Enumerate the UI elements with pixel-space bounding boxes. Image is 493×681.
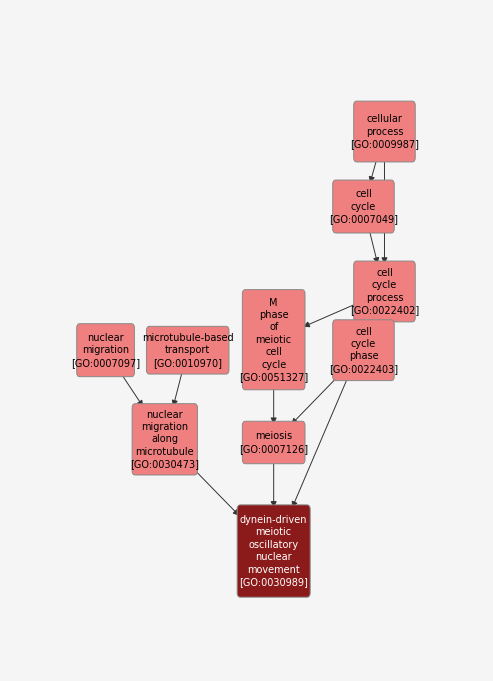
- FancyBboxPatch shape: [237, 505, 310, 597]
- Text: cell
cycle
[GO:0007049]: cell cycle [GO:0007049]: [329, 189, 398, 224]
- FancyBboxPatch shape: [146, 326, 229, 374]
- Text: cellular
process
[GO:0009987]: cellular process [GO:0009987]: [350, 114, 419, 149]
- FancyBboxPatch shape: [243, 422, 305, 464]
- Text: nuclear
migration
[GO:0007097]: nuclear migration [GO:0007097]: [71, 333, 140, 368]
- Text: nuclear
migration
along
microtubule
[GO:0030473]: nuclear migration along microtubule [GO:…: [130, 409, 199, 469]
- FancyBboxPatch shape: [353, 261, 415, 322]
- Text: cell
cycle
phase
[GO:0022403]: cell cycle phase [GO:0022403]: [329, 327, 398, 374]
- FancyBboxPatch shape: [132, 404, 198, 475]
- Text: meiosis
[GO:0007126]: meiosis [GO:0007126]: [239, 431, 308, 454]
- Text: cell
cycle
process
[GO:0022402]: cell cycle process [GO:0022402]: [350, 268, 419, 315]
- Text: M
phase
of
meiotic
cell
cycle
[GO:0051327]: M phase of meiotic cell cycle [GO:005132…: [239, 298, 308, 382]
- FancyBboxPatch shape: [77, 323, 135, 377]
- FancyBboxPatch shape: [243, 289, 305, 390]
- Text: microtubule-based
transport
[GO:0010970]: microtubule-based transport [GO:0010970]: [142, 333, 234, 368]
- FancyBboxPatch shape: [353, 101, 415, 162]
- Text: dynein-driven
meiotic
oscillatory
nuclear
movement
[GO:0030989]: dynein-driven meiotic oscillatory nuclea…: [239, 515, 308, 587]
- FancyBboxPatch shape: [333, 180, 394, 233]
- FancyBboxPatch shape: [333, 320, 394, 381]
